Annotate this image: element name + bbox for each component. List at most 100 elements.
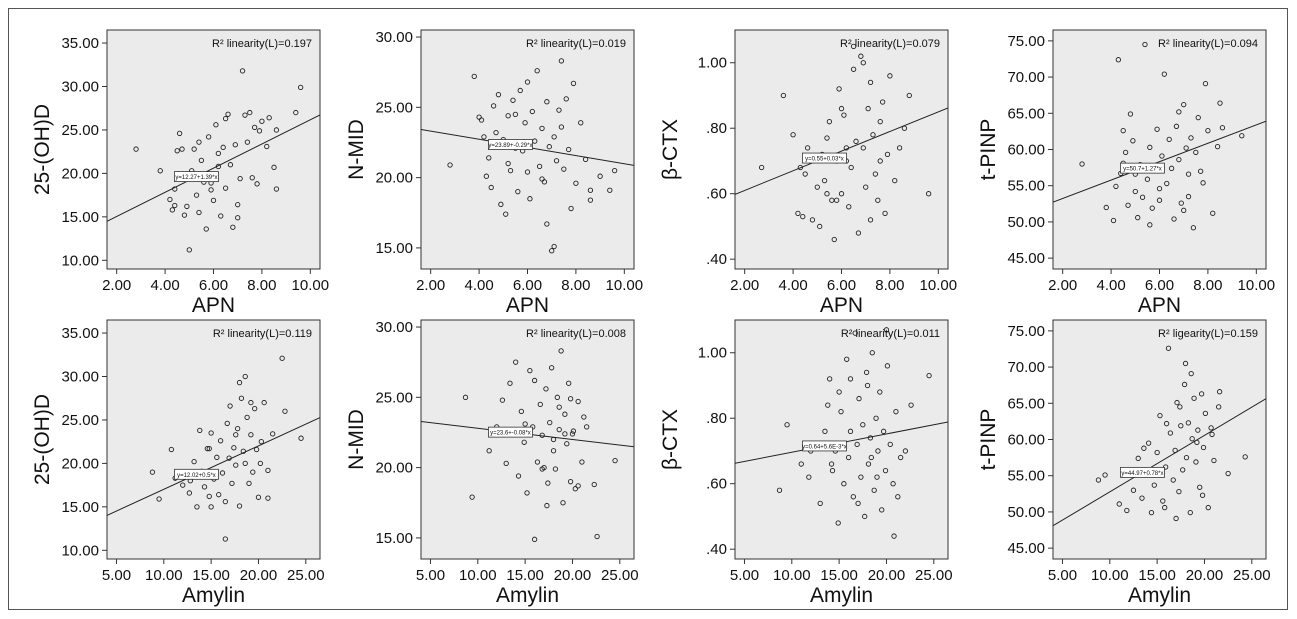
data-point <box>611 167 618 174</box>
y-tick-label: 15.00 <box>61 499 99 516</box>
data-point <box>890 481 896 487</box>
x-tick-label: 6.00 <box>513 277 542 294</box>
y-tick-label: 10.00 <box>61 542 99 559</box>
data-point <box>1188 135 1194 141</box>
data-point <box>242 112 248 118</box>
data-point <box>524 169 531 175</box>
data-point <box>564 441 570 447</box>
data-point <box>503 460 509 467</box>
data-point <box>800 213 806 220</box>
data-point <box>1183 454 1190 461</box>
data-point <box>847 376 854 382</box>
y-tick-label: 25.00 <box>375 99 413 116</box>
x-tick-label: 10.00 <box>773 567 811 584</box>
data-point <box>867 217 874 223</box>
y-tick-label: 50.00 <box>1007 214 1045 231</box>
data-point <box>873 415 879 421</box>
y-tick-label: 30.00 <box>375 319 413 336</box>
data-point <box>875 197 881 203</box>
figure-frame <box>8 8 1288 610</box>
data-point <box>1195 427 1201 433</box>
data-point <box>176 130 183 137</box>
y-tick-label: 1.00 <box>698 345 727 362</box>
data-point <box>1113 183 1119 190</box>
y-tick-label: 35.00 <box>61 325 99 342</box>
data-point <box>529 108 535 115</box>
data-point <box>206 134 212 140</box>
data-point <box>1217 100 1223 106</box>
data-point <box>537 401 543 408</box>
data-point <box>884 363 891 369</box>
x-tick-label: 5.00 <box>416 567 445 584</box>
data-point <box>1199 492 1206 498</box>
data-point <box>561 166 567 172</box>
data-point <box>1216 389 1223 395</box>
data-point <box>551 243 557 250</box>
data-point <box>553 158 560 164</box>
x-tick-label: 4.00 <box>1096 277 1125 294</box>
scatter-panel-2: 15.00 20.00 25.00 30.00 2.00 4.00 6.00 8.00 10.0… <box>345 29 643 317</box>
data-point <box>233 432 239 438</box>
data-point <box>1173 515 1179 522</box>
data-point <box>1191 395 1197 401</box>
data-point <box>880 428 887 434</box>
data-point <box>230 224 236 230</box>
data-point <box>544 502 550 509</box>
data-point <box>259 118 265 124</box>
fit-line <box>107 114 320 222</box>
x-tick-label: 2.00 <box>416 277 445 294</box>
data-point <box>901 125 908 131</box>
data-point <box>172 186 178 192</box>
data-point <box>203 226 209 232</box>
data-point <box>841 481 847 487</box>
data-point <box>1149 205 1155 211</box>
data-point <box>860 145 866 151</box>
y-axis-label: t-PINP <box>977 119 1000 181</box>
data-point <box>208 187 214 193</box>
y-tick-label: 20.00 <box>61 455 99 472</box>
data-point <box>854 441 860 448</box>
data-point <box>809 217 816 223</box>
data-point <box>797 164 804 171</box>
data-point <box>515 473 522 479</box>
x-tick-label: 4.00 <box>778 277 807 294</box>
equation-box <box>1120 466 1165 478</box>
data-point <box>847 428 854 434</box>
x-axis-label: Amylin <box>810 584 873 607</box>
data-point <box>204 445 210 452</box>
data-point <box>447 162 453 168</box>
x-tick-label: 20.00 <box>868 567 906 584</box>
x-tick-label: 15.00 <box>506 567 544 584</box>
data-point <box>247 109 253 116</box>
data-point <box>892 177 898 184</box>
data-point <box>157 168 163 174</box>
data-point <box>863 369 870 376</box>
data-point <box>838 105 845 112</box>
data-point <box>1142 41 1148 48</box>
data-point <box>891 533 897 539</box>
data-point <box>229 480 235 487</box>
data-point <box>524 79 531 85</box>
data-point <box>215 150 221 157</box>
data-point <box>293 109 299 116</box>
y-axis-label: β-CTX <box>659 409 682 470</box>
fit-line <box>1053 398 1266 527</box>
fit-line <box>1053 120 1266 203</box>
data-point <box>1177 404 1183 410</box>
data-point <box>1193 149 1199 156</box>
data-point <box>1139 194 1146 200</box>
data-point <box>196 139 202 145</box>
data-point <box>495 92 502 98</box>
data-point <box>863 184 869 190</box>
data-point <box>186 490 193 496</box>
data-point <box>521 439 527 445</box>
data-point <box>486 448 492 454</box>
data-point <box>518 408 524 415</box>
x-axis-label: APN <box>192 294 235 317</box>
data-point <box>926 373 932 379</box>
data-point <box>549 248 555 254</box>
y-tick-label: 15.00 <box>375 240 413 257</box>
y-axis-label: N-MID <box>345 409 368 470</box>
data-point <box>233 462 239 468</box>
